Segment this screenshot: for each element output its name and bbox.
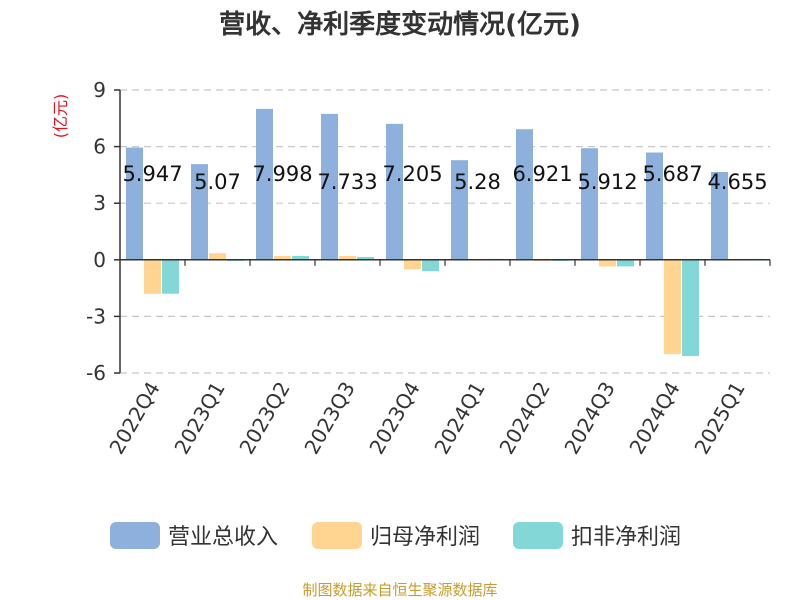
y-tick-label: -6 [86, 361, 106, 385]
bar-扣非净利润-2023Q3[interactable] [357, 256, 374, 260]
chart-title: 营收、净利季度变动情况(亿元) [219, 9, 581, 40]
bar-归母净利润-2022Q4[interactable] [144, 259, 161, 294]
data-label-2023Q3: 7.733 [317, 170, 377, 194]
legend-swatch-营业总收入[interactable] [110, 522, 160, 549]
data-label-2024Q4: 5.687 [642, 162, 702, 186]
data-label-2025Q1: 4.655 [707, 170, 767, 194]
y-tick-label: 0 [93, 248, 106, 272]
bar-扣非净利润-2024Q4[interactable] [682, 259, 699, 357]
bar-归母净利润-2023Q2[interactable] [274, 256, 291, 260]
x-tick-label: 2022Q4 [104, 378, 164, 459]
y-unit-label: (亿元) [51, 94, 70, 139]
bar-归母净利润-2024Q3[interactable] [599, 259, 616, 267]
bars [126, 108, 764, 357]
legend-label-归母净利润[interactable]: 归母净利润 [370, 525, 480, 550]
x-tick-label: 2023Q3 [299, 378, 359, 459]
bar-营业总收入-2025Q1[interactable] [711, 171, 728, 260]
legend-label-扣非净利润[interactable]: 扣非净利润 [571, 525, 681, 550]
data-label-2023Q2: 7.998 [252, 162, 312, 186]
x-tick-label: 2025Q1 [689, 378, 749, 459]
x-tick-label: 2023Q2 [234, 378, 294, 459]
bar-营业总收入-2024Q2[interactable] [516, 129, 533, 260]
legend-swatch-扣非净利润[interactable] [513, 522, 563, 549]
bar-归母净利润-2023Q3[interactable] [339, 256, 356, 260]
data-labels: 5.947 5.07 7.998 7.733 7.205 5.28 6.921 5.912 5.… [122, 162, 767, 194]
data-label-2022Q4: 5.947 [122, 162, 182, 186]
data-label-2024Q1: 5.28 [454, 170, 501, 194]
source-note: 制图数据来自恒生聚源数据库 [302, 581, 497, 599]
legend-swatch-归母净利润[interactable] [312, 522, 362, 549]
data-label-2023Q4: 7.205 [382, 162, 442, 186]
bar-扣非净利润-2022Q4[interactable] [162, 259, 179, 294]
y-tick-label: 9 [93, 78, 106, 102]
x-tick-label: 2024Q4 [624, 378, 684, 459]
y-tick-label: -3 [86, 304, 106, 328]
bar-营业总收入-2024Q3[interactable] [581, 148, 598, 260]
data-label-2024Q3: 5.912 [577, 170, 637, 194]
x-tick-label: 2023Q4 [364, 378, 424, 459]
y-tick-label: 6 [93, 135, 106, 159]
bar-归母净利润-2024Q4[interactable] [664, 259, 681, 355]
bar-归母净利润-2023Q1[interactable] [209, 253, 226, 260]
bar-营业总收入-2024Q1[interactable] [451, 160, 468, 260]
bar-归母净利润-2023Q4[interactable] [404, 259, 421, 270]
bar-营业总收入-2023Q2[interactable] [256, 108, 273, 260]
grid-lines [120, 89, 770, 374]
x-tick-label: 2024Q1 [429, 378, 489, 459]
bar-营业总收入-2023Q3[interactable] [321, 113, 338, 260]
x-tick-label: 2024Q2 [494, 378, 554, 459]
bar-扣非净利润-2023Q4[interactable] [422, 259, 439, 272]
x-tick-label: 2024Q3 [559, 378, 619, 459]
bar-营业总收入-2023Q1[interactable] [191, 164, 208, 260]
y-tick-label: 3 [93, 191, 106, 215]
legend[interactable]: 营业总收入 归母净利润 扣非净利润 [110, 522, 681, 550]
legend-label-营业总收入[interactable]: 营业总收入 [168, 525, 278, 550]
x-tick-label: 2023Q1 [169, 378, 229, 459]
bar-扣非净利润-2023Q2[interactable] [292, 256, 309, 260]
data-label-2024Q2: 6.921 [512, 162, 572, 186]
bar-扣非净利润-2024Q3[interactable] [617, 259, 634, 267]
bar-营业总收入-2024Q4[interactable] [646, 152, 663, 260]
bar-营业总收入-2022Q4[interactable] [126, 147, 143, 260]
bar-营业总收入-2023Q4[interactable] [386, 123, 403, 260]
data-label-2023Q1: 5.07 [194, 170, 241, 194]
